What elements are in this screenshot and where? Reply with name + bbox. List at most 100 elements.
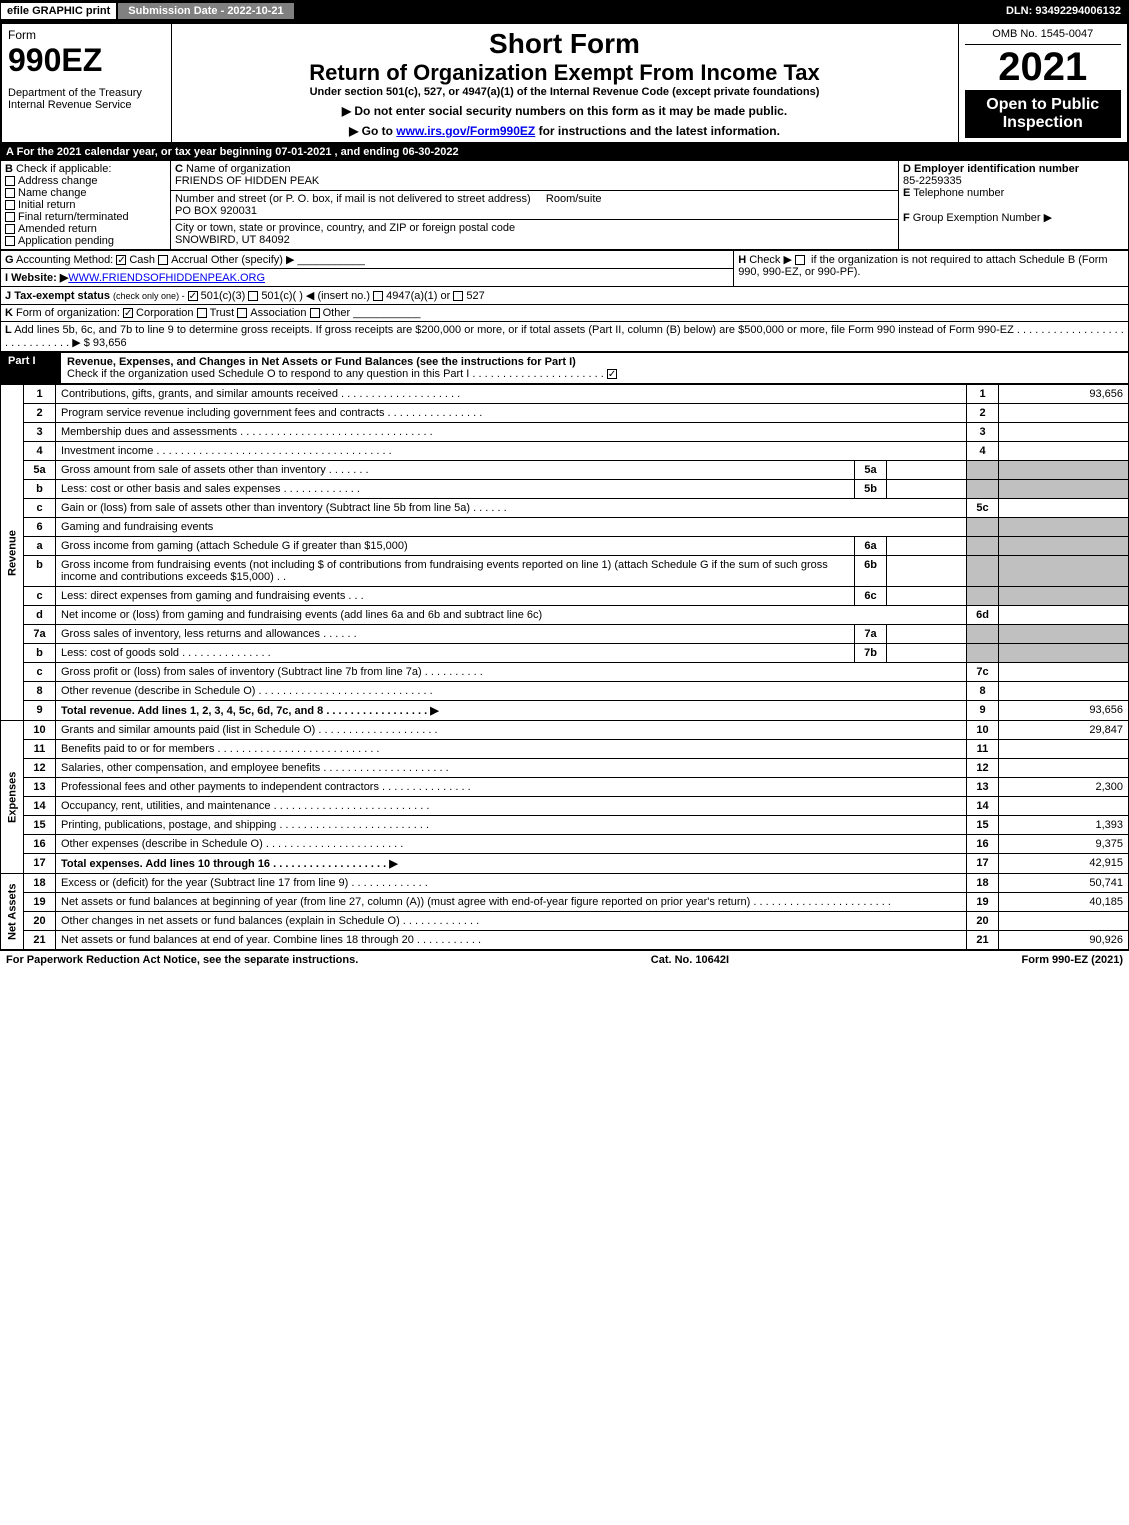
website-link[interactable]: WWW.FRIENDSOFHIDDENPEAK.ORG xyxy=(68,272,265,284)
footer-center: Cat. No. 10642I xyxy=(651,954,729,966)
line12-text: Salaries, other compensation, and employ… xyxy=(56,759,967,778)
line7a-sn: 7a xyxy=(855,625,887,644)
form-number: 990EZ xyxy=(8,42,165,79)
part1-label: Part I xyxy=(0,352,60,384)
line21-amt: 90,926 xyxy=(999,931,1129,950)
line7b-sn: 7b xyxy=(855,644,887,663)
line6d-num: 6d xyxy=(967,606,999,625)
line4-amt xyxy=(999,442,1129,461)
line4-num: 4 xyxy=(967,442,999,461)
line3-amt xyxy=(999,423,1129,442)
name-change: Name change xyxy=(18,187,87,199)
line13-num: 13 xyxy=(967,778,999,797)
return-title: Return of Organization Exempt From Incom… xyxy=(178,60,952,86)
line16-num: 16 xyxy=(967,835,999,854)
j-sub: (check only one) - xyxy=(113,291,185,301)
cash-checkbox[interactable] xyxy=(116,255,126,265)
schedule-o-checkbox[interactable] xyxy=(607,369,617,379)
line12-num: 12 xyxy=(967,759,999,778)
line1-amt: 93,656 xyxy=(999,385,1129,404)
other-checkbox[interactable] xyxy=(310,308,320,318)
amended-return-checkbox[interactable] xyxy=(5,224,15,234)
initial-return-checkbox[interactable] xyxy=(5,200,15,210)
line21-num: 21 xyxy=(967,931,999,950)
part1-heading: Revenue, Expenses, and Changes in Net As… xyxy=(67,356,576,368)
efile-label[interactable]: efile GRAPHIC print xyxy=(0,2,117,20)
open-to-public: Open to Public Inspection xyxy=(965,90,1122,138)
line11-num: 11 xyxy=(967,740,999,759)
under-section: Under section 501(c), 527, or 4947(a)(1)… xyxy=(178,86,952,98)
short-form-title: Short Form xyxy=(178,28,952,60)
line12-amt xyxy=(999,759,1129,778)
j-opt1: 501(c)(3) xyxy=(201,290,246,302)
app-pending: Application pending xyxy=(18,235,114,247)
line6d-amt xyxy=(999,606,1129,625)
h-checkbox[interactable] xyxy=(795,255,805,265)
trust-checkbox[interactable] xyxy=(197,308,207,318)
footer: For Paperwork Reduction Act Notice, see … xyxy=(0,950,1129,969)
line18-amt: 50,741 xyxy=(999,874,1129,893)
4947-checkbox[interactable] xyxy=(373,291,383,301)
line18-text: Excess or (deficit) for the year (Subtra… xyxy=(56,874,967,893)
j-opt3: 4947(a)(1) or xyxy=(386,290,450,302)
dept-line2: Internal Revenue Service xyxy=(8,99,165,111)
lines-table: Revenue 1Contributions, gifts, grants, a… xyxy=(0,384,1129,950)
initial-return: Initial return xyxy=(18,199,75,211)
form-header: Form 990EZ Department of the Treasury In… xyxy=(0,22,1129,144)
line13-text: Professional fees and other payments to … xyxy=(56,778,967,797)
line9-num: 9 xyxy=(967,701,999,721)
ghi-grid: G Accounting Method: Cash Accrual Other … xyxy=(0,250,1129,352)
line14-text: Occupancy, rent, utilities, and maintena… xyxy=(56,797,967,816)
line2-amt xyxy=(999,404,1129,423)
room-label: Room/suite xyxy=(546,193,602,205)
line13-amt: 2,300 xyxy=(999,778,1129,797)
h-text: if the organization is not required to a… xyxy=(738,254,1107,278)
j-opt2: 501(c)( ) ◀ (insert no.) xyxy=(261,290,370,302)
name-change-checkbox[interactable] xyxy=(5,188,15,198)
line5b-text: Less: cost or other basis and sales expe… xyxy=(56,480,855,499)
line2-text: Program service revenue including govern… xyxy=(56,404,967,423)
line3-num: 3 xyxy=(967,423,999,442)
top-bar: efile GRAPHIC print Submission Date - 20… xyxy=(0,0,1129,22)
line7a-text: Gross sales of inventory, less returns a… xyxy=(56,625,855,644)
g-label: Accounting Method: xyxy=(16,254,113,266)
info-grid: B Check if applicable: Address change Na… xyxy=(0,160,1129,250)
final-return-checkbox[interactable] xyxy=(5,212,15,222)
line14-amt xyxy=(999,797,1129,816)
i-label: Website: ▶ xyxy=(11,272,68,284)
527-checkbox[interactable] xyxy=(453,291,463,301)
line8-amt xyxy=(999,682,1129,701)
assoc-checkbox[interactable] xyxy=(237,308,247,318)
line7b-text: Less: cost of goods sold . . . . . . . .… xyxy=(56,644,855,663)
line21-text: Net assets or fund balances at end of ye… xyxy=(56,931,967,950)
501c-checkbox[interactable] xyxy=(248,291,258,301)
line7c-text: Gross profit or (loss) from sales of inv… xyxy=(56,663,967,682)
k-other: Other xyxy=(323,307,351,319)
irs-link[interactable]: www.irs.gov/Form990EZ xyxy=(396,124,535,138)
line19-text: Net assets or fund balances at beginning… xyxy=(56,893,967,912)
e-label: Telephone number xyxy=(913,187,1004,199)
j-opt4: 527 xyxy=(466,290,484,302)
line19-num: 19 xyxy=(967,893,999,912)
k-label: Form of organization: xyxy=(16,307,120,319)
line6-text: Gaming and fundraising events xyxy=(56,518,967,537)
corp-checkbox[interactable] xyxy=(123,308,133,318)
other-label: Other (specify) ▶ xyxy=(211,254,295,266)
line3-text: Membership dues and assessments . . . . … xyxy=(56,423,967,442)
line6d-text: Net income or (loss) from gaming and fun… xyxy=(56,606,967,625)
line11-text: Benefits paid to or for members . . . . … xyxy=(56,740,967,759)
line1-text: Contributions, gifts, grants, and simila… xyxy=(56,385,967,404)
accrual-checkbox[interactable] xyxy=(158,255,168,265)
app-pending-checkbox[interactable] xyxy=(5,236,15,246)
addr-change-checkbox[interactable] xyxy=(5,176,15,186)
submission-date: Submission Date - 2022-10-21 xyxy=(117,2,294,20)
street-label: Number and street (or P. O. box, if mail… xyxy=(175,193,531,205)
c-label: Name of organization xyxy=(186,163,291,175)
accrual-label: Accrual xyxy=(171,254,208,266)
line14-num: 14 xyxy=(967,797,999,816)
501c3-checkbox[interactable] xyxy=(188,291,198,301)
line6c-sn: 6c xyxy=(855,587,887,606)
footer-right: Form 990-EZ (2021) xyxy=(1022,954,1123,966)
line19-amt: 40,185 xyxy=(999,893,1129,912)
line11-amt xyxy=(999,740,1129,759)
